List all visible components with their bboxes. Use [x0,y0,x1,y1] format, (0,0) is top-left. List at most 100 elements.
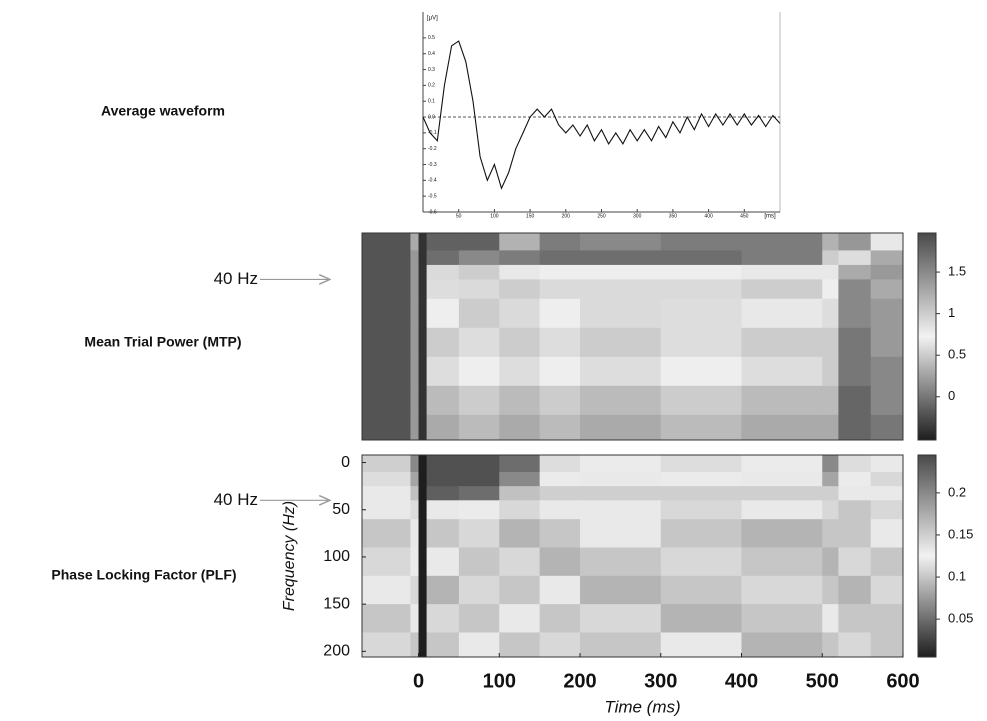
heatmap-cell [580,264,662,280]
x-tick-label: 300 [644,670,677,692]
heatmap-cell [458,233,500,251]
x-tick-label: 0 [413,670,424,692]
heatmap-cell [822,327,839,358]
heatmap-cell [418,279,428,300]
heatmap-cell [499,327,541,358]
heatmap-cell [458,264,500,280]
y-tick-label: 50 [332,501,350,518]
heatmap-cell [838,519,872,549]
y-tick-label: 0 [341,454,350,471]
heatmap-cell [410,250,420,266]
y-axis-label: Frequency (Hz) [281,501,298,611]
heatmap-cell [426,327,460,358]
heatmap-cell [580,327,662,358]
heatmap-cell [539,264,581,280]
heatmap-cell [426,547,460,577]
y-tick-label: -0.6 [428,209,437,215]
heatmap-cell [580,279,662,300]
heatmap-cell [418,486,428,501]
heatmap-cell [822,233,839,251]
heatmap-cell [458,575,500,605]
heatmap-cell [660,385,743,416]
heatmap-cell [418,327,428,358]
heatmap-cell [410,414,420,441]
heatmap-cell [418,385,428,416]
heatmap-cell [741,414,823,441]
heatmap-cell [410,632,420,658]
heatmap-cell [838,604,872,633]
heatmap-cell [362,455,411,473]
heatmap-cell [458,604,500,633]
heatmap-cell [410,471,420,487]
heatmap-cell [539,356,581,387]
heatmap-cell [539,575,581,605]
heatmap-cell [418,264,428,280]
heatmap-cell [822,604,839,633]
heatmap-cell [418,356,428,387]
heatmap-cell [580,575,662,605]
heatmap-cell [499,604,541,633]
heatmap-cell [870,547,904,577]
heatmap-cell [822,455,839,473]
heatmap-cell [660,414,743,441]
heatmap-cell [499,486,541,501]
heatmap-cell [660,455,743,473]
heatmap-cell [580,547,662,577]
heatmap-cell [822,486,839,501]
heatmap-cell [870,632,904,658]
heatmap-cell [418,233,428,251]
heatmap-cell [741,250,823,266]
heatmap-cell [822,264,839,280]
heatmap-cell [838,632,872,658]
x-tick-label: 450 [740,213,749,219]
heatmap-cell [418,250,428,266]
heatmap-cell [580,356,662,387]
heatmap-cell [458,279,500,300]
heatmap-cell [458,356,500,387]
x-tick-label: 200 [562,213,571,219]
heatmap-cell [660,327,743,358]
heatmap-cell [870,575,904,605]
x-tick-label: 400 [725,670,758,692]
y-tick-label: 0.0 [428,114,435,120]
heatmap-cell [838,264,872,280]
heatmap-cell [838,233,872,251]
heatmap-cell [458,455,500,473]
heatmap-cell [870,519,904,549]
heatmap-cell [741,264,823,280]
annotation: 40 Hz [214,269,258,288]
x-unit: [ms] [764,214,776,220]
x-tick-label: 350 [669,213,678,219]
heatmap-cell [580,486,662,501]
heatmap-cell [458,414,500,441]
colorbar-tick-label: 1.5 [948,264,966,279]
heatmap-cell [499,356,541,387]
heatmap-cell [426,604,460,633]
heatmap-cell [426,519,460,549]
heatmap-cell [362,233,411,251]
heatmap-cell [499,519,541,549]
heatmap-cell [426,575,460,605]
heatmap-cell [870,279,904,300]
y-tick-label: 0.4 [428,51,435,57]
heatmap-cell [418,575,428,605]
heatmap-cell [838,298,872,329]
heatmap-cell [499,455,541,473]
heatmap-cell [822,500,839,520]
heatmap-cell [539,486,581,501]
heatmap-cell [870,604,904,633]
heatmap-cell [458,298,500,329]
heatmap-cell [539,233,581,251]
heatmap-cell [426,279,460,300]
heatmap-cell [426,500,460,520]
colorbar-tick-label: 0.1 [948,568,966,583]
heatmap-cell [426,250,460,266]
heatmap-cell [741,327,823,358]
x-tick-label: 500 [806,670,839,692]
y-tick-label: -0.1 [428,130,437,136]
heatmap-cell [838,414,872,441]
panel-label: Phase Locking Factor (PLF) [51,567,236,583]
x-tick-label: 100 [490,213,499,219]
heatmap-cell [362,279,411,300]
heatmap-cell [418,604,428,633]
